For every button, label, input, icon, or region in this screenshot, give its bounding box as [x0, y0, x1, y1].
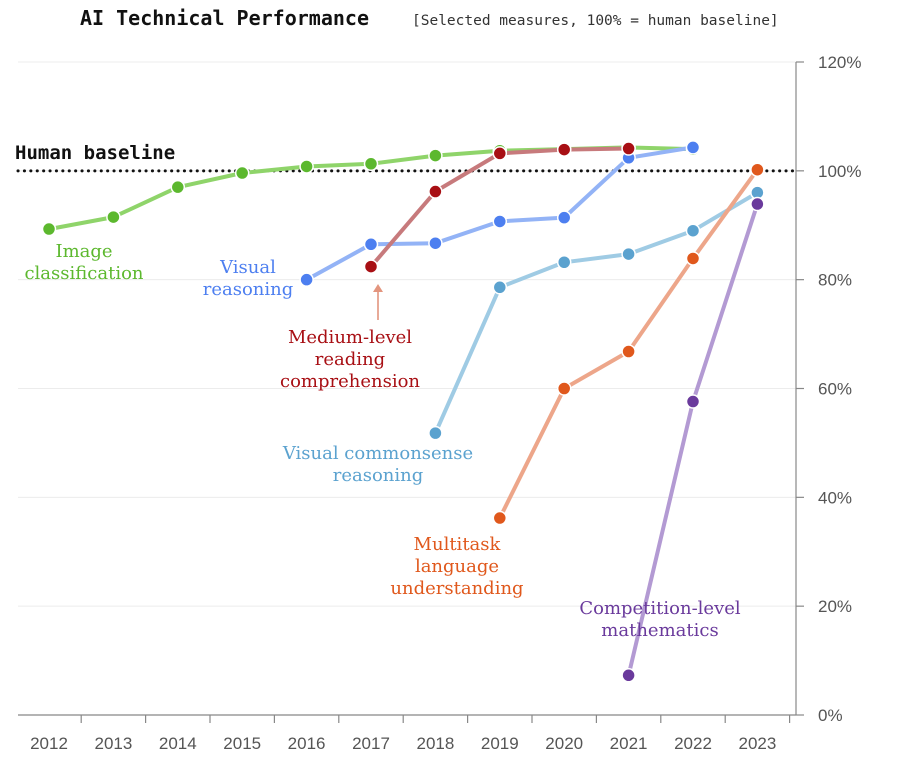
- data-point: [685, 394, 701, 409]
- x-tick-label: 2013: [94, 734, 132, 753]
- data-point: [299, 159, 314, 174]
- series-points: [41, 140, 765, 683]
- baseline-label: Human baseline: [15, 142, 175, 164]
- x-tick-label: 2020: [545, 734, 583, 753]
- series-label: reading: [315, 349, 385, 370]
- series-line: [369, 146, 631, 269]
- series-label: Medium-level: [288, 327, 412, 348]
- series-label: language: [415, 556, 499, 577]
- human-baseline: Human baseline: [15, 142, 798, 173]
- data-point: [750, 196, 765, 212]
- data-point: [750, 162, 765, 177]
- data-point: [170, 179, 186, 195]
- data-point: [621, 246, 636, 262]
- series-label: Multitask: [414, 534, 502, 555]
- x-tick-label: 2023: [738, 734, 776, 753]
- series-label: classification: [24, 263, 143, 284]
- series-line: [497, 167, 760, 520]
- series-line: [304, 145, 695, 282]
- data-point: [106, 209, 121, 225]
- x-tick-label: 2017: [352, 734, 390, 753]
- data-point: [556, 255, 572, 270]
- series-line: [433, 190, 760, 436]
- y-tick-label: 120%: [818, 53, 861, 72]
- data-point: [492, 214, 508, 229]
- series-label: Visual commonsense: [282, 443, 473, 464]
- data-point: [363, 156, 379, 172]
- x-tick-label: 2012: [30, 734, 68, 753]
- data-point: [428, 148, 443, 163]
- data-point: [556, 142, 572, 157]
- series-label: comprehension: [280, 371, 420, 392]
- y-tick-label: 100%: [818, 162, 861, 181]
- data-point: [492, 510, 508, 526]
- data-point: [685, 251, 701, 266]
- axes: 0% 20% 40% 60% 80% 100% 120% 2012 2013 2014 2015 20…: [18, 53, 861, 753]
- series-label: understanding: [390, 578, 523, 599]
- y-tick-label: 80%: [818, 271, 852, 290]
- data-point: [428, 425, 443, 441]
- y-tick-label: 0%: [818, 706, 843, 725]
- chart-title: AI Technical Performance: [80, 6, 369, 30]
- data-point: [234, 165, 250, 181]
- chart-subtitle: [Selected measures, 100% = human baselin…: [412, 13, 779, 29]
- data-point: [621, 668, 636, 683]
- data-point: [556, 381, 572, 396]
- series-label: mathematics: [601, 620, 718, 641]
- x-tick-label: 2014: [159, 734, 197, 753]
- series-label: Image: [55, 241, 112, 262]
- data-point: [621, 141, 636, 156]
- y-tick-label: 60%: [818, 380, 852, 399]
- data-point: [621, 344, 636, 359]
- x-tick-label: 2022: [674, 734, 712, 753]
- data-point: [363, 259, 379, 274]
- series-label: Competition-level: [579, 598, 741, 619]
- x-tick-label: 2019: [481, 734, 519, 753]
- data-point: [685, 223, 701, 238]
- data-point: [685, 140, 701, 155]
- y-tick-label: 20%: [818, 597, 852, 616]
- series-label: reasoning: [333, 465, 424, 486]
- data-point: [492, 280, 508, 295]
- series-label: Visual: [219, 257, 276, 278]
- data-point: [428, 184, 443, 199]
- data-point: [428, 235, 443, 251]
- x-tick-label: 2016: [288, 734, 326, 753]
- series-label: reasoning: [203, 279, 294, 300]
- x-tick-label: 2021: [610, 734, 648, 753]
- data-point: [41, 221, 57, 237]
- x-tick-label: 2015: [223, 734, 261, 753]
- data-point: [299, 272, 314, 287]
- data-point: [556, 210, 572, 225]
- data-point: [492, 146, 508, 161]
- x-tick-label: 2018: [416, 734, 454, 753]
- annotation-arrow-head: [373, 284, 383, 292]
- y-tick-label: 40%: [818, 488, 852, 507]
- data-point: [363, 237, 379, 252]
